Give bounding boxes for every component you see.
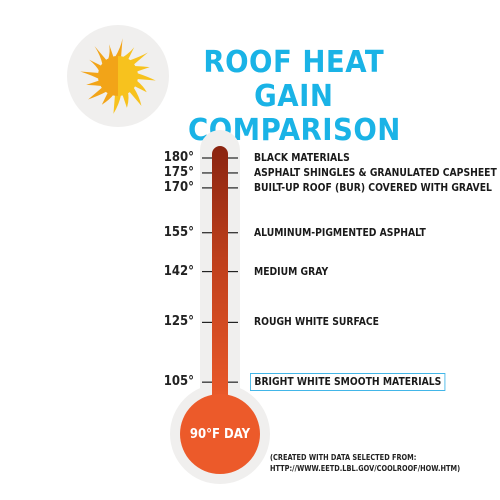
temperature-label: 125° [163, 314, 194, 330]
sun-ray [129, 87, 142, 106]
temperature-label: 105° [163, 374, 194, 390]
sun-ray [80, 71, 100, 80]
material-label: BUILT-UP ROOF (BUR) COVERED WITH GRAVEL [254, 181, 492, 194]
sun-ray [129, 52, 148, 65]
sun-ray [101, 92, 114, 105]
sun-ray [114, 38, 123, 58]
material-label: ALUMINUM-PIGMENTED ASPHALT [254, 226, 426, 239]
material-label-highlighted: BRIGHT WHITE SMOOTH MATERIALS [250, 373, 446, 392]
source-note: (CREATED WITH DATA SELECTED FROM: HTTP:/… [270, 452, 460, 474]
page-title: ROOF HEAT GAIN COMPARISON [188, 46, 400, 148]
sun-ray [134, 80, 147, 93]
thermometer-bulb [180, 394, 260, 474]
temperature-label: 175° [163, 164, 194, 180]
temperature-label: 155° [163, 224, 194, 240]
sun-ray [86, 80, 102, 86]
source-line-1: (CREATED WITH DATA SELECTED FROM: [270, 453, 417, 462]
sun-ray [94, 46, 107, 65]
sun-ray [113, 94, 122, 114]
material-label: BLACK MATERIALS [254, 152, 350, 164]
sun-ray [108, 44, 114, 60]
mercury-column [212, 146, 228, 406]
temperature-label: 170° [163, 179, 194, 195]
temperature-label: 180° [163, 150, 194, 165]
sun-ray [122, 92, 129, 108]
source-line-2: HTTP://WWW.EETD.LBL.GOV/COOLROOF/HOW.HTM… [270, 464, 461, 473]
bulb-label: 90°F DAY [189, 427, 251, 442]
sun-ray [134, 66, 150, 72]
sun-ray [89, 59, 102, 72]
temperature-label: 142° [163, 263, 194, 279]
sun-ray [122, 47, 135, 60]
title-line-1: ROOF HEAT GAIN [203, 45, 385, 114]
sun-ray [88, 87, 107, 100]
material-label: MEDIUM GRAY [254, 265, 329, 278]
material-label: ASPHALT SHINGLES & GRANULATED CAPSHEET [254, 166, 497, 179]
material-label: ROUGH WHITE SURFACE [254, 316, 379, 329]
sun-ray [136, 72, 156, 81]
